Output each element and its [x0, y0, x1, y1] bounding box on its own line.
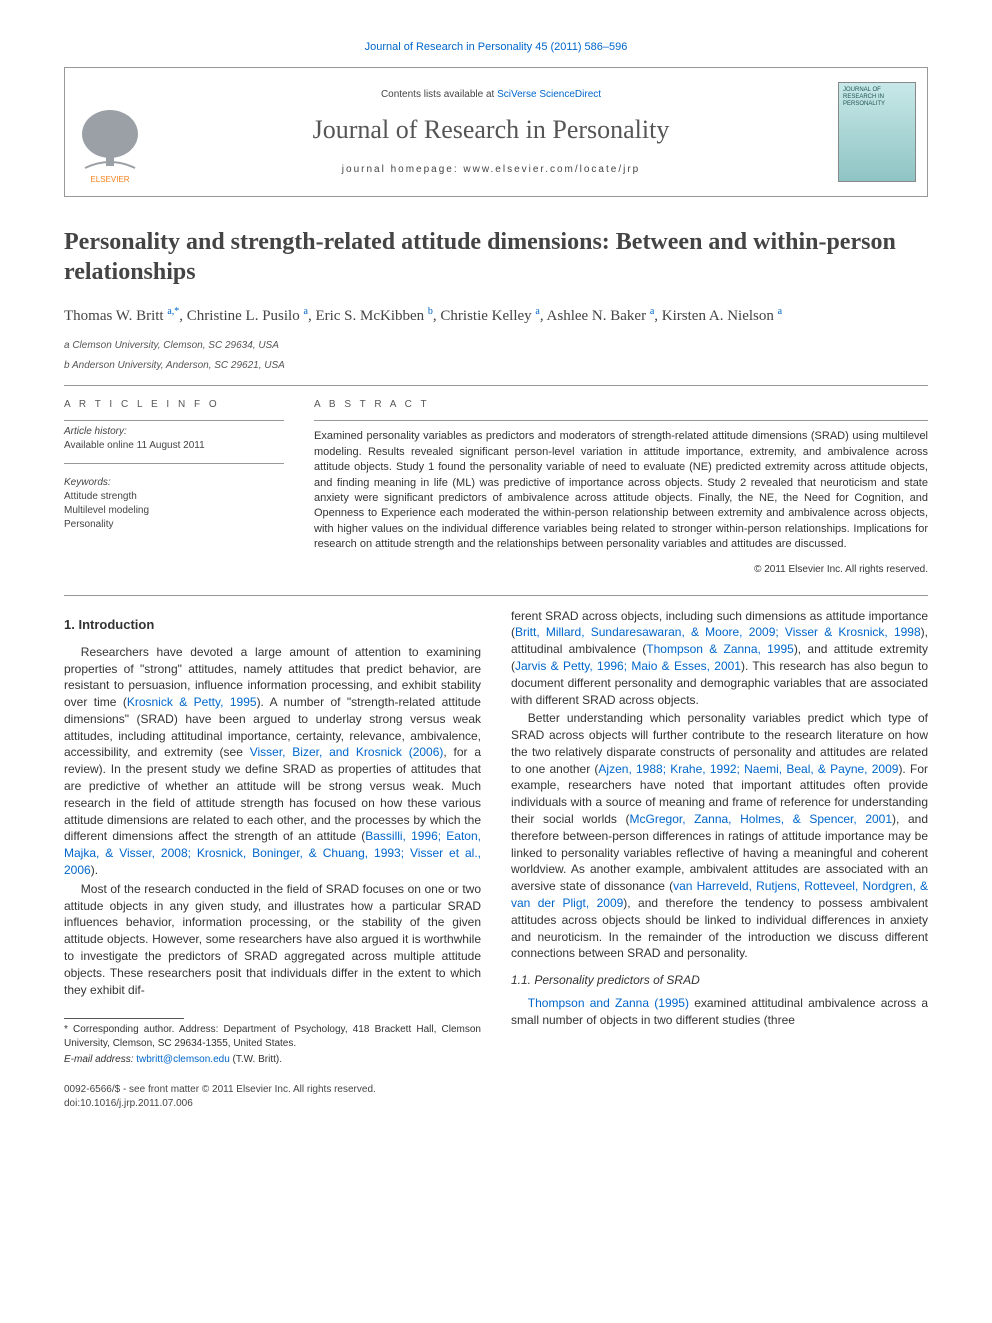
keywords-list: Attitude strength Multilevel modeling Pe…: [64, 490, 284, 532]
abstract-text: Examined personality variables as predic…: [314, 429, 928, 552]
contents-line: Contents lists available at SciVerse Sci…: [381, 88, 601, 102]
contents-prefix: Contents lists available at: [381, 89, 497, 100]
abstract-rule: [314, 420, 928, 421]
footer-left: 0092-6566/$ - see front matter © 2011 El…: [64, 1083, 376, 1111]
rule-top: [64, 385, 928, 386]
email-link[interactable]: twbritt@clemson.edu: [136, 1054, 230, 1065]
cover-label: JOURNAL OF RESEARCH IN PERSONALITY: [843, 87, 885, 106]
affiliation-a: a Clemson University, Clemson, SC 29634,…: [64, 339, 928, 353]
cite-jarvis-maio[interactable]: Jarvis & Petty, 1996; Maio & Esses, 2001: [515, 659, 741, 673]
footnote-rule: [64, 1018, 184, 1019]
rule-mid: [64, 595, 928, 596]
article-info-column: A R T I C L E I N F O Article history: A…: [64, 398, 284, 576]
sciencedirect-link[interactable]: SciVerse ScienceDirect: [497, 89, 601, 100]
body-two-column: 1. Introduction Researchers have devoted…: [64, 608, 928, 1068]
section-1-heading: 1. Introduction: [64, 616, 481, 634]
publisher-logo-cell: ELSEVIER: [65, 68, 155, 196]
corresponding-author-footnote: * Corresponding author. Address: Departm…: [64, 1023, 481, 1051]
email-label: E-mail address:: [64, 1054, 136, 1065]
cite-visser-bizer-krosnick-2006[interactable]: Visser, Bizer, and Krosnick (2006): [250, 745, 444, 759]
header-center: Contents lists available at SciVerse Sci…: [155, 68, 827, 196]
intro-paragraph-3: ferent SRAD across objects, including su…: [511, 608, 928, 709]
cover-thumb-cell: JOURNAL OF RESEARCH IN PERSONALITY: [827, 68, 927, 196]
keywords-label: Keywords:: [64, 476, 284, 490]
history-label: Article history:: [64, 426, 127, 437]
intro-paragraph-2: Most of the research conducted in the fi…: [64, 881, 481, 999]
info-abstract-row: A R T I C L E I N F O Article history: A…: [64, 398, 928, 576]
abstract-copyright: © 2011 Elsevier Inc. All rights reserved…: [314, 563, 928, 577]
authors-line: Thomas W. Britt a,*, Christine L. Pusilo…: [64, 305, 928, 327]
info-rule-2: [64, 463, 284, 464]
cite-krosnick-petty-1995[interactable]: Krosnick & Petty, 1995: [127, 695, 257, 709]
journal-name: Journal of Research in Personality: [313, 112, 670, 148]
cite-mcgregor-2001[interactable]: McGregor, Zanna, Holmes, & Spencer, 2001: [630, 812, 893, 826]
journal-homepage: journal homepage: www.elsevier.com/locat…: [342, 163, 640, 177]
elsevier-tree-logo: ELSEVIER: [75, 106, 145, 186]
intro-paragraph-4: Better understanding which personality v…: [511, 710, 928, 962]
footer-doi-line: doi:10.1016/j.jrp.2011.07.006: [64, 1097, 376, 1111]
article-info-heading: A R T I C L E I N F O: [64, 398, 284, 412]
section-1-1-heading: 1.1. Personality predictors of SRAD: [511, 972, 928, 989]
keyword-item: Personality: [64, 518, 284, 532]
history-line: Available online 11 August 2011: [64, 440, 205, 451]
article-title: Personality and strength-related attitud…: [64, 227, 928, 287]
footer-row: 0092-6566/$ - see front matter © 2011 El…: [64, 1083, 928, 1111]
abstract-column: A B S T R A C T Examined personality var…: [314, 398, 928, 576]
email-footnote: E-mail address: twbritt@clemson.edu (T.W…: [64, 1053, 481, 1067]
keyword-item: Attitude strength: [64, 490, 284, 504]
header-box: ELSEVIER Contents lists available at Sci…: [64, 67, 928, 197]
cite-thompson-zanna-1995b[interactable]: Thompson and Zanna (1995): [528, 996, 689, 1010]
top-citation-anchor[interactable]: Journal of Research in Personality 45 (2…: [365, 41, 628, 53]
info-rule-1: [64, 420, 284, 421]
keyword-item: Multilevel modeling: [64, 504, 284, 518]
page: Journal of Research in Personality 45 (2…: [0, 0, 992, 1151]
cite-britt-visser[interactable]: Britt, Millard, Sundaresawaran, & Moore,…: [515, 625, 921, 639]
svg-text:ELSEVIER: ELSEVIER: [90, 175, 129, 184]
intro-paragraph-1: Researchers have devoted a large amount …: [64, 644, 481, 879]
journal-cover-thumbnail: JOURNAL OF RESEARCH IN PERSONALITY: [838, 82, 916, 182]
top-citation-link[interactable]: Journal of Research in Personality 45 (2…: [64, 40, 928, 55]
email-after: (T.W. Britt).: [230, 1054, 282, 1065]
cite-thompson-zanna-1995[interactable]: Thompson & Zanna, 1995: [646, 642, 794, 656]
footer-issn-line: 0092-6566/$ - see front matter © 2011 El…: [64, 1083, 376, 1097]
affiliation-b: b Anderson University, Anderson, SC 2962…: [64, 359, 928, 373]
abstract-heading: A B S T R A C T: [314, 398, 928, 412]
p1-run-d: ).: [91, 863, 98, 877]
section-1-1-paragraph: Thompson and Zanna (1995) examined attit…: [511, 995, 928, 1029]
cite-ajzen-krahe-naemi[interactable]: Ajzen, 1988; Krahe, 1992; Naemi, Beal, &…: [598, 762, 898, 776]
